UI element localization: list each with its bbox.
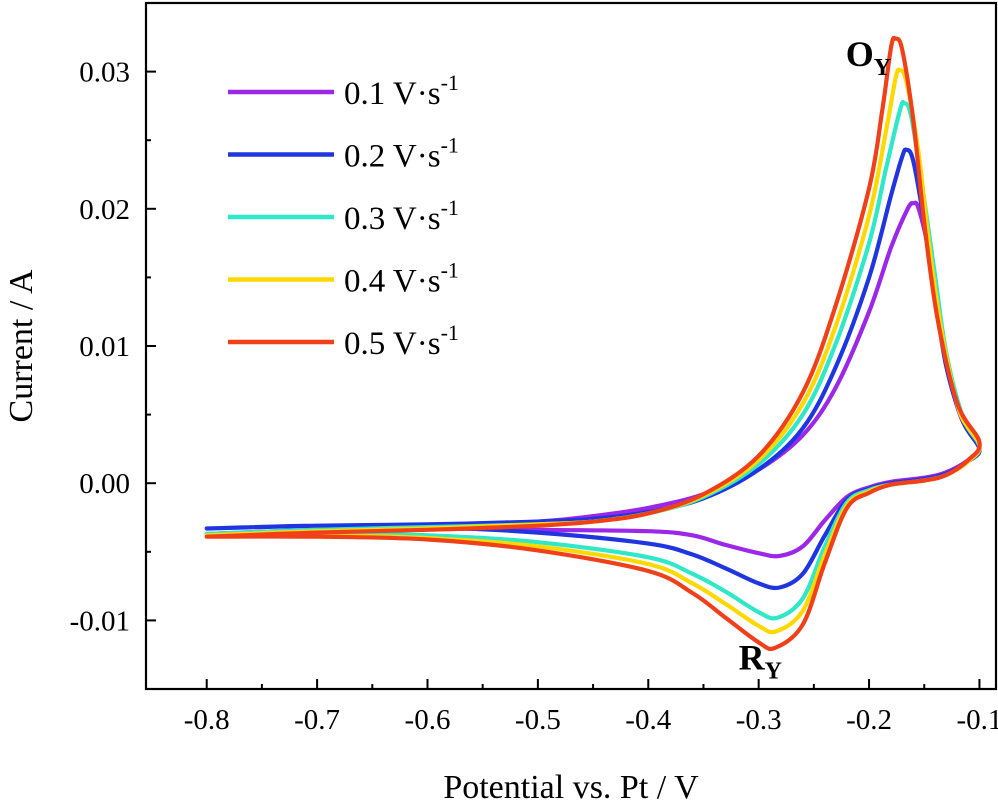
legend-label: 0.4 V·s-1	[344, 258, 459, 300]
y-tick-label: -0.01	[70, 605, 130, 637]
x-tick-label: -0.1	[956, 704, 998, 736]
x-tick-label: -0.5	[515, 704, 561, 736]
y-axis-title: Current / A	[3, 269, 40, 422]
curves-layer	[204, 35, 982, 652]
x-axis-title: Potential vs. Pt / V	[443, 769, 699, 804]
x-tick-label: -0.7	[294, 704, 340, 736]
y-tick-label: 0.02	[79, 194, 130, 226]
x-tick-label: -0.8	[184, 704, 230, 736]
y-tick-label: 0.00	[79, 468, 130, 500]
x-tick-label: -0.3	[736, 704, 782, 736]
legend-label: 0.3 V·s-1	[344, 195, 459, 237]
x-tick-label: -0.6	[405, 704, 451, 736]
legend: 0.1 V·s-1 0.2 V·s-1 0.3 V·s-1 0.4 V·s-1 0.5 …	[228, 70, 459, 362]
x-tick-label: -0.2	[846, 704, 892, 736]
y-tick-label: 0.01	[79, 331, 130, 363]
x-axis-ticks: -0.8 -0.7 -0.6 -0.5 -0.4 -0.3 -0.2 -0.1	[184, 679, 998, 736]
peak-label: RY	[739, 637, 782, 684]
peak-annotations: OY RY	[739, 34, 891, 685]
legend-label: 0.2 V·s-1	[344, 133, 459, 175]
x-tick-label: -0.4	[625, 704, 671, 736]
y-axis-ticks: -0.01 0.00 0.01 0.02 0.03	[70, 2, 156, 637]
series-line-0.5	[204, 35, 982, 652]
legend-label: 0.5 V·s-1	[344, 320, 459, 362]
legend-label: 0.1 V·s-1	[344, 70, 459, 112]
y-tick-label: 0.03	[79, 57, 130, 89]
peak-label: OY	[846, 34, 891, 81]
